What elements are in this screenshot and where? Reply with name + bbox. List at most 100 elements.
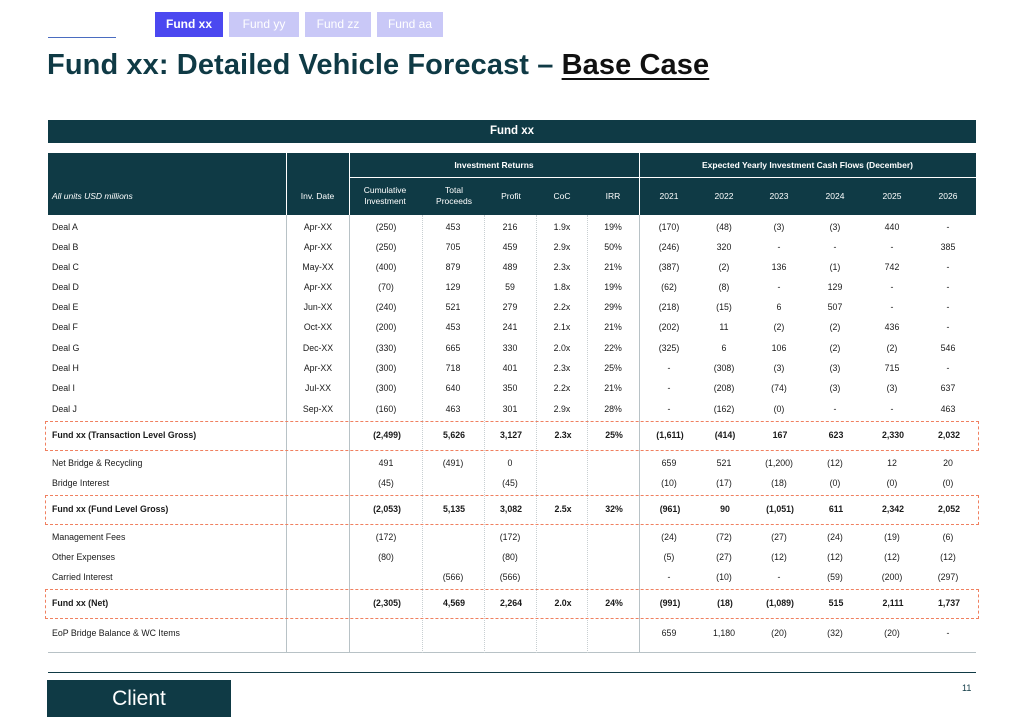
tab-fund-xx[interactable]: Fund xx xyxy=(155,12,223,37)
table-cell: 2.5x xyxy=(554,504,572,514)
row-label: EoP Bridge Balance & WC Items xyxy=(52,628,180,638)
col-year-2024: 2024 xyxy=(825,191,845,201)
table-total-row: Fund xx (Transaction Level Gross) (2,499)… xyxy=(45,421,979,451)
table-cell: 11 xyxy=(719,322,729,332)
table-cell: 521 xyxy=(716,458,732,468)
tab-fund-yy[interactable]: Fund yy xyxy=(229,12,299,37)
table-cell: 129 xyxy=(827,282,843,292)
table-cell: (240) xyxy=(375,302,397,312)
table-cell: (2,305) xyxy=(373,598,401,608)
table-cell: 167 xyxy=(772,430,788,440)
table-cell: 463 xyxy=(940,404,956,414)
table-cell: 20 xyxy=(943,458,953,468)
row-label: Deal A xyxy=(52,222,78,232)
table-cell: - xyxy=(890,282,894,292)
table-cell: - xyxy=(890,302,894,312)
table-cell xyxy=(359,567,413,587)
client-logo-box: Client xyxy=(47,680,231,717)
table-row: Bridge Interest (45) (45) (10) (17) (18) (0) (0… xyxy=(48,473,976,493)
table-cell: (3) xyxy=(829,222,841,232)
table-cell: 2.3x xyxy=(553,363,571,373)
table-cell: (208) xyxy=(713,383,735,393)
table-cell: 21% xyxy=(604,383,622,393)
row-label: Fund xx (Transaction Level Gross) xyxy=(52,430,197,440)
table-cell: (0) xyxy=(942,478,954,488)
table-cell: - xyxy=(667,383,671,393)
table-cell xyxy=(292,590,346,617)
table-cell: (48) xyxy=(716,222,732,232)
col-year-2025: 2025 xyxy=(882,191,902,201)
table-cell: 2.0x xyxy=(554,598,572,608)
table-cell: 463 xyxy=(445,404,461,414)
table-cell: 0 xyxy=(507,458,513,468)
table-cell: (297) xyxy=(937,572,959,582)
table-cell: 50% xyxy=(604,242,622,252)
table-cell xyxy=(292,422,346,449)
table-cell: 637 xyxy=(940,383,956,393)
table-cell: 5,626 xyxy=(442,430,465,440)
table-cell: - xyxy=(946,282,950,292)
table-cell: (400) xyxy=(375,262,397,272)
table-cell: 21% xyxy=(604,322,622,332)
table-cell: (32) xyxy=(827,628,843,638)
table-cell: 19% xyxy=(604,282,622,292)
table-row: Carried Interest (566) (566) - (10) - (59) (200… xyxy=(48,567,976,587)
fund-banner: Fund xx xyxy=(48,120,976,143)
table-cell: 491 xyxy=(378,458,394,468)
col-year-2021: 2021 xyxy=(659,191,679,201)
table-cell: Apr-XX xyxy=(303,363,333,373)
table-cell: (1,051) xyxy=(766,504,794,514)
col-total-proceeds: Total Proceeds xyxy=(436,185,472,206)
table-cell: (202) xyxy=(658,322,680,332)
table-cell xyxy=(535,623,589,643)
table-cell: (246) xyxy=(658,242,680,252)
table-cell: 1,180 xyxy=(712,628,735,638)
table-cell: (74) xyxy=(771,383,787,393)
table-cell: (300) xyxy=(375,383,397,393)
table-cell: (15) xyxy=(716,302,732,312)
header-separator xyxy=(286,153,287,215)
table-cell: (2) xyxy=(886,343,898,353)
table-cell xyxy=(535,527,589,547)
table-cell: (17) xyxy=(716,478,732,488)
table-cell: (250) xyxy=(375,222,397,232)
table-cell: (162) xyxy=(713,404,735,414)
table-cell: 2,111 xyxy=(882,598,904,608)
header-group-rule xyxy=(639,177,976,178)
table-cell xyxy=(291,473,345,493)
table-cell: 2.3x xyxy=(554,430,572,440)
page-title: Fund xx: Detailed Vehicle Forecast – Bas… xyxy=(47,49,709,82)
table-cell xyxy=(586,567,640,587)
table-cell: (308) xyxy=(713,363,735,373)
units-label: All units USD millions xyxy=(52,191,133,201)
table-cell: (2,499) xyxy=(373,430,401,440)
table-cell: 453 xyxy=(445,322,461,332)
table-cell: 2.9x xyxy=(553,242,571,252)
table-row: EoP Bridge Balance & WC Items 659 1,180 (20… xyxy=(48,623,976,643)
header-separator xyxy=(349,153,350,215)
table-cell: - xyxy=(946,222,950,232)
table-row: Management Fees (172) (172) (24) (72) (27) (24… xyxy=(48,527,976,547)
table-cell: - xyxy=(667,363,671,373)
table-cell xyxy=(586,547,640,567)
table-cell xyxy=(535,473,589,493)
table-cell: (1) xyxy=(829,262,841,272)
table-cell: - xyxy=(946,322,950,332)
table-cell: 640 xyxy=(445,383,461,393)
tab-fund-zz[interactable]: Fund zz xyxy=(305,12,371,37)
table-cell: (566) xyxy=(499,572,521,582)
table-cell: 385 xyxy=(940,242,956,252)
tab-fund-aa[interactable]: Fund aa xyxy=(377,12,443,37)
table-cell: 350 xyxy=(502,383,518,393)
table-total-row: Fund xx (Net) (2,305) 4,569 2,264 2.0x 24% (99… xyxy=(45,589,979,619)
table-cell: 715 xyxy=(884,363,900,373)
table-cell: (27) xyxy=(771,532,787,542)
table-cell: 241 xyxy=(502,322,518,332)
table-row: Deal I Jul-XX (300) 640 350 2.2x 21% - (208) (74)… xyxy=(48,378,976,398)
table-cell: (566) xyxy=(442,572,464,582)
row-label: Fund xx (Fund Level Gross) xyxy=(52,504,169,514)
col-cumulative-investment: Cumulative Investment xyxy=(363,185,407,206)
table-cell: (1,611) xyxy=(656,430,684,440)
table-cell: (170) xyxy=(658,222,680,232)
table-cell: (12) xyxy=(771,552,787,562)
